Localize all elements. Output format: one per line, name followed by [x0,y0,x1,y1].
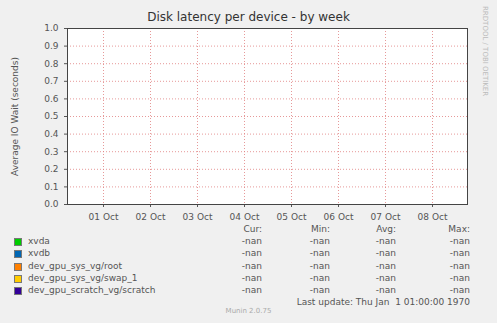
svg-text:0.4: 0.4 [44,129,59,139]
svg-text:0.8: 0.8 [44,59,59,69]
svg-text:0.6: 0.6 [44,94,59,104]
html-text:-nan: -nan [449,272,470,283]
html-text:dev_gpu_scratch_vg/scratch: dev_gpu_scratch_vg/scratch [28,285,156,295]
html-text:-nan: -nan [449,260,470,271]
html-text:-nan: -nan [375,248,396,259]
html-text:Avg:: Avg: [376,224,396,234]
html-text:xvda: xvda [28,236,50,247]
svg-text:1.0: 1.0 [44,23,59,33]
html-text:-nan: -nan [309,236,330,247]
html-text:-nan: -nan [449,285,470,295]
svg-text:0.7: 0.7 [44,76,58,86]
html-text:-nan: -nan [375,260,396,271]
svg-text:0.2: 0.2 [44,164,58,174]
html-text:Cur:: Cur: [243,224,262,234]
svg-text:07 Oct: 07 Oct [371,212,401,222]
svg-text:08 Oct: 08 Oct [418,212,448,222]
svg-text:0.5: 0.5 [44,111,58,121]
html-text:-nan: -nan [375,272,396,283]
svg-text:0.9: 0.9 [44,41,59,51]
html-text:RRDTOOL / TOBI OETIKER: RRDTOOL / TOBI OETIKER [481,6,489,97]
html-text:-nan: -nan [241,285,262,295]
svg-text:01 Oct: 01 Oct [89,212,119,222]
svg-text:0.0: 0.0 [44,199,59,209]
html-text:xvdb: xvdb [28,248,51,259]
html-text:Munin 2.0.75: Munin 2.0.75 [225,307,272,315]
html-text:-nan: -nan [309,285,330,295]
html-text:-nan: -nan [375,236,396,247]
html-text:-nan: -nan [449,236,470,247]
html-text:-nan: -nan [241,236,262,247]
svg-text:05 Oct: 05 Oct [277,212,307,222]
svg-text:Average IO Wait (seconds): Average IO Wait (seconds) [10,57,20,176]
html-text:Max:: Max: [448,224,470,234]
html-text:-nan: -nan [241,260,262,271]
html-text:-nan: -nan [309,248,330,259]
html-text:-nan: -nan [449,248,470,259]
html-text:dev_gpu_sys_vg/root: dev_gpu_sys_vg/root [28,260,122,271]
svg-text:04 Oct: 04 Oct [230,212,260,222]
html-text:Last update: Thu Jan 1 01:00:0: Last update: Thu Jan 1 01:00:00 1970 [296,297,470,308]
html-text:Min:: Min: [311,224,330,234]
html-text:-nan: -nan [309,272,330,283]
html-text:-nan: -nan [241,272,262,283]
html-text:dev_gpu_sys_vg/swap_1: dev_gpu_sys_vg/swap_1 [28,272,138,283]
svg-text:02 Oct: 02 Oct [136,212,166,222]
svg-text:0.3: 0.3 [44,147,58,157]
html-text:-nan: -nan [241,248,262,259]
svg-text:03 Oct: 03 Oct [183,212,213,222]
html-text:Disk latency per device - by w: Disk latency per device - by week [147,10,350,24]
html-text:-nan: -nan [375,285,396,295]
svg-text:0.1: 0.1 [44,182,58,192]
html-text:-nan: -nan [309,260,330,271]
svg-text:06 Oct: 06 Oct [324,212,354,222]
